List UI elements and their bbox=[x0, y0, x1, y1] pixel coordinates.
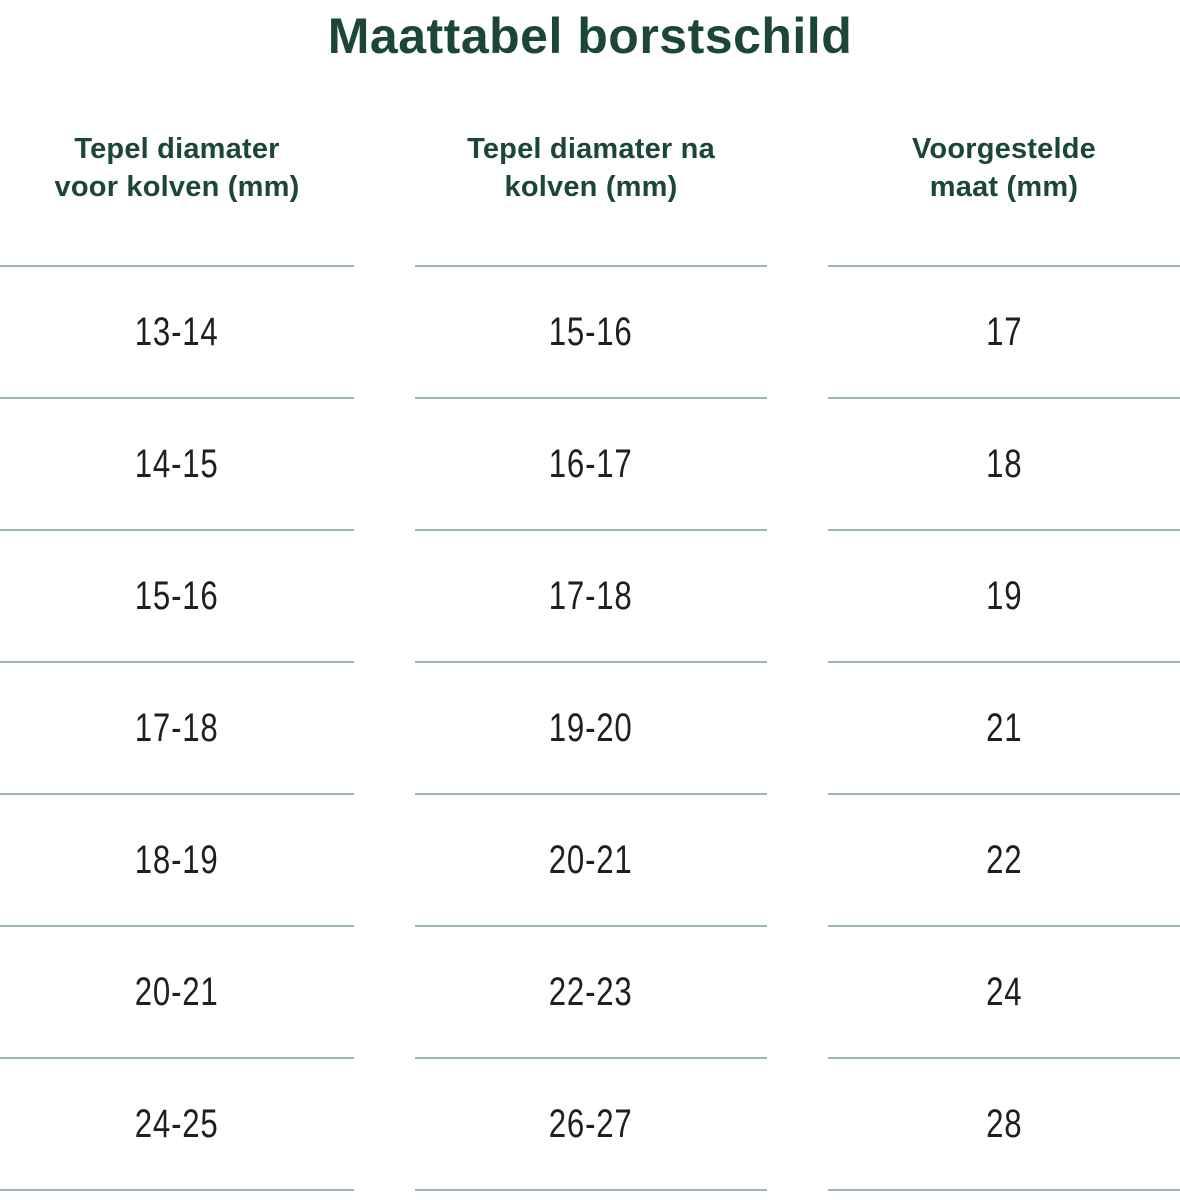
cell-value: 14-15 bbox=[135, 441, 219, 486]
column-header-before-pumping: Tepel diamater voor kolven (mm) bbox=[0, 130, 354, 206]
cell-value: 17 bbox=[985, 309, 1023, 354]
cell-after-pumping: 26-27 bbox=[415, 1057, 767, 1189]
cell-after-pumping: 17-18 bbox=[415, 529, 767, 661]
cell-after-pumping: 20-21 bbox=[415, 793, 767, 925]
column-header-line: Tepel diamater bbox=[74, 133, 280, 165]
cell-suggested-size: 22 bbox=[828, 793, 1180, 925]
cell-value: 17-18 bbox=[135, 705, 219, 750]
table-header-row: Tepel diamater voor kolven (mm) Tepel di… bbox=[0, 130, 1180, 206]
table-row: 18-19 20-21 22 bbox=[0, 793, 1180, 925]
column-header-line: Tepel diamater na bbox=[467, 133, 715, 165]
cell-before-pumping: 15-16 bbox=[0, 529, 354, 661]
cell-value: 28 bbox=[985, 1101, 1023, 1146]
column-header-line: maat (mm) bbox=[929, 171, 1079, 203]
page-title: Maattabel borstschild bbox=[327, 8, 853, 64]
cell-before-pumping: 20-21 bbox=[0, 925, 354, 1057]
cell-after-pumping: 22-23 bbox=[415, 925, 767, 1057]
cell-suggested-size: 19 bbox=[828, 529, 1180, 661]
cell-before-pumping: 14-15 bbox=[0, 397, 354, 529]
cell-suggested-size: 24 bbox=[828, 925, 1180, 1057]
cell-value: 15-16 bbox=[549, 309, 633, 354]
table-body: 13-14 15-16 17 14-15 16-17 18 15-16 17-1… bbox=[0, 265, 1180, 1191]
cell-value: 22 bbox=[985, 837, 1023, 882]
cell-after-pumping: 16-17 bbox=[415, 397, 767, 529]
cell-value: 20-21 bbox=[135, 969, 219, 1014]
divider-line bbox=[415, 1189, 767, 1191]
cell-value: 18 bbox=[985, 441, 1023, 486]
cell-value: 16-17 bbox=[549, 441, 633, 486]
cell-value: 24 bbox=[985, 969, 1023, 1014]
cell-before-pumping: 18-19 bbox=[0, 793, 354, 925]
divider-line bbox=[828, 1189, 1180, 1191]
cell-before-pumping: 13-14 bbox=[0, 265, 354, 397]
table-row: 14-15 16-17 18 bbox=[0, 397, 1180, 529]
cell-value: 24-25 bbox=[135, 1101, 219, 1146]
cell-value: 21 bbox=[985, 705, 1023, 750]
cell-suggested-size: 18 bbox=[828, 397, 1180, 529]
table-row: 13-14 15-16 17 bbox=[0, 265, 1180, 397]
cell-value: 26-27 bbox=[549, 1101, 633, 1146]
cell-after-pumping: 19-20 bbox=[415, 661, 767, 793]
column-header-after-pumping: Tepel diamater na kolven (mm) bbox=[415, 130, 767, 206]
column-header-line: Voorgestelde bbox=[912, 133, 1096, 165]
table-row: 15-16 17-18 19 bbox=[0, 529, 1180, 661]
cell-value: 19 bbox=[985, 573, 1023, 618]
cell-suggested-size: 28 bbox=[828, 1057, 1180, 1189]
divider-line bbox=[0, 1189, 354, 1191]
table-row: 24-25 26-27 28 bbox=[0, 1057, 1180, 1189]
cell-before-pumping: 17-18 bbox=[0, 661, 354, 793]
column-header-suggested-size: Voorgestelde maat (mm) bbox=[828, 130, 1180, 206]
cell-after-pumping: 15-16 bbox=[415, 265, 767, 397]
cell-value: 17-18 bbox=[549, 573, 633, 618]
column-header-line: voor kolven (mm) bbox=[54, 171, 300, 203]
cell-value: 19-20 bbox=[549, 705, 633, 750]
cell-value: 15-16 bbox=[135, 573, 219, 618]
table-row: 20-21 22-23 24 bbox=[0, 925, 1180, 1057]
cell-value: 20-21 bbox=[549, 837, 633, 882]
cell-before-pumping: 24-25 bbox=[0, 1057, 354, 1189]
cell-value: 13-14 bbox=[135, 309, 219, 354]
cell-suggested-size: 21 bbox=[828, 661, 1180, 793]
cell-value: 22-23 bbox=[549, 969, 633, 1014]
table-bottom-divider bbox=[0, 1189, 1180, 1191]
table-row: 17-18 19-20 21 bbox=[0, 661, 1180, 793]
cell-suggested-size: 17 bbox=[828, 265, 1180, 397]
cell-value: 18-19 bbox=[135, 837, 219, 882]
column-header-line: kolven (mm) bbox=[504, 171, 678, 203]
